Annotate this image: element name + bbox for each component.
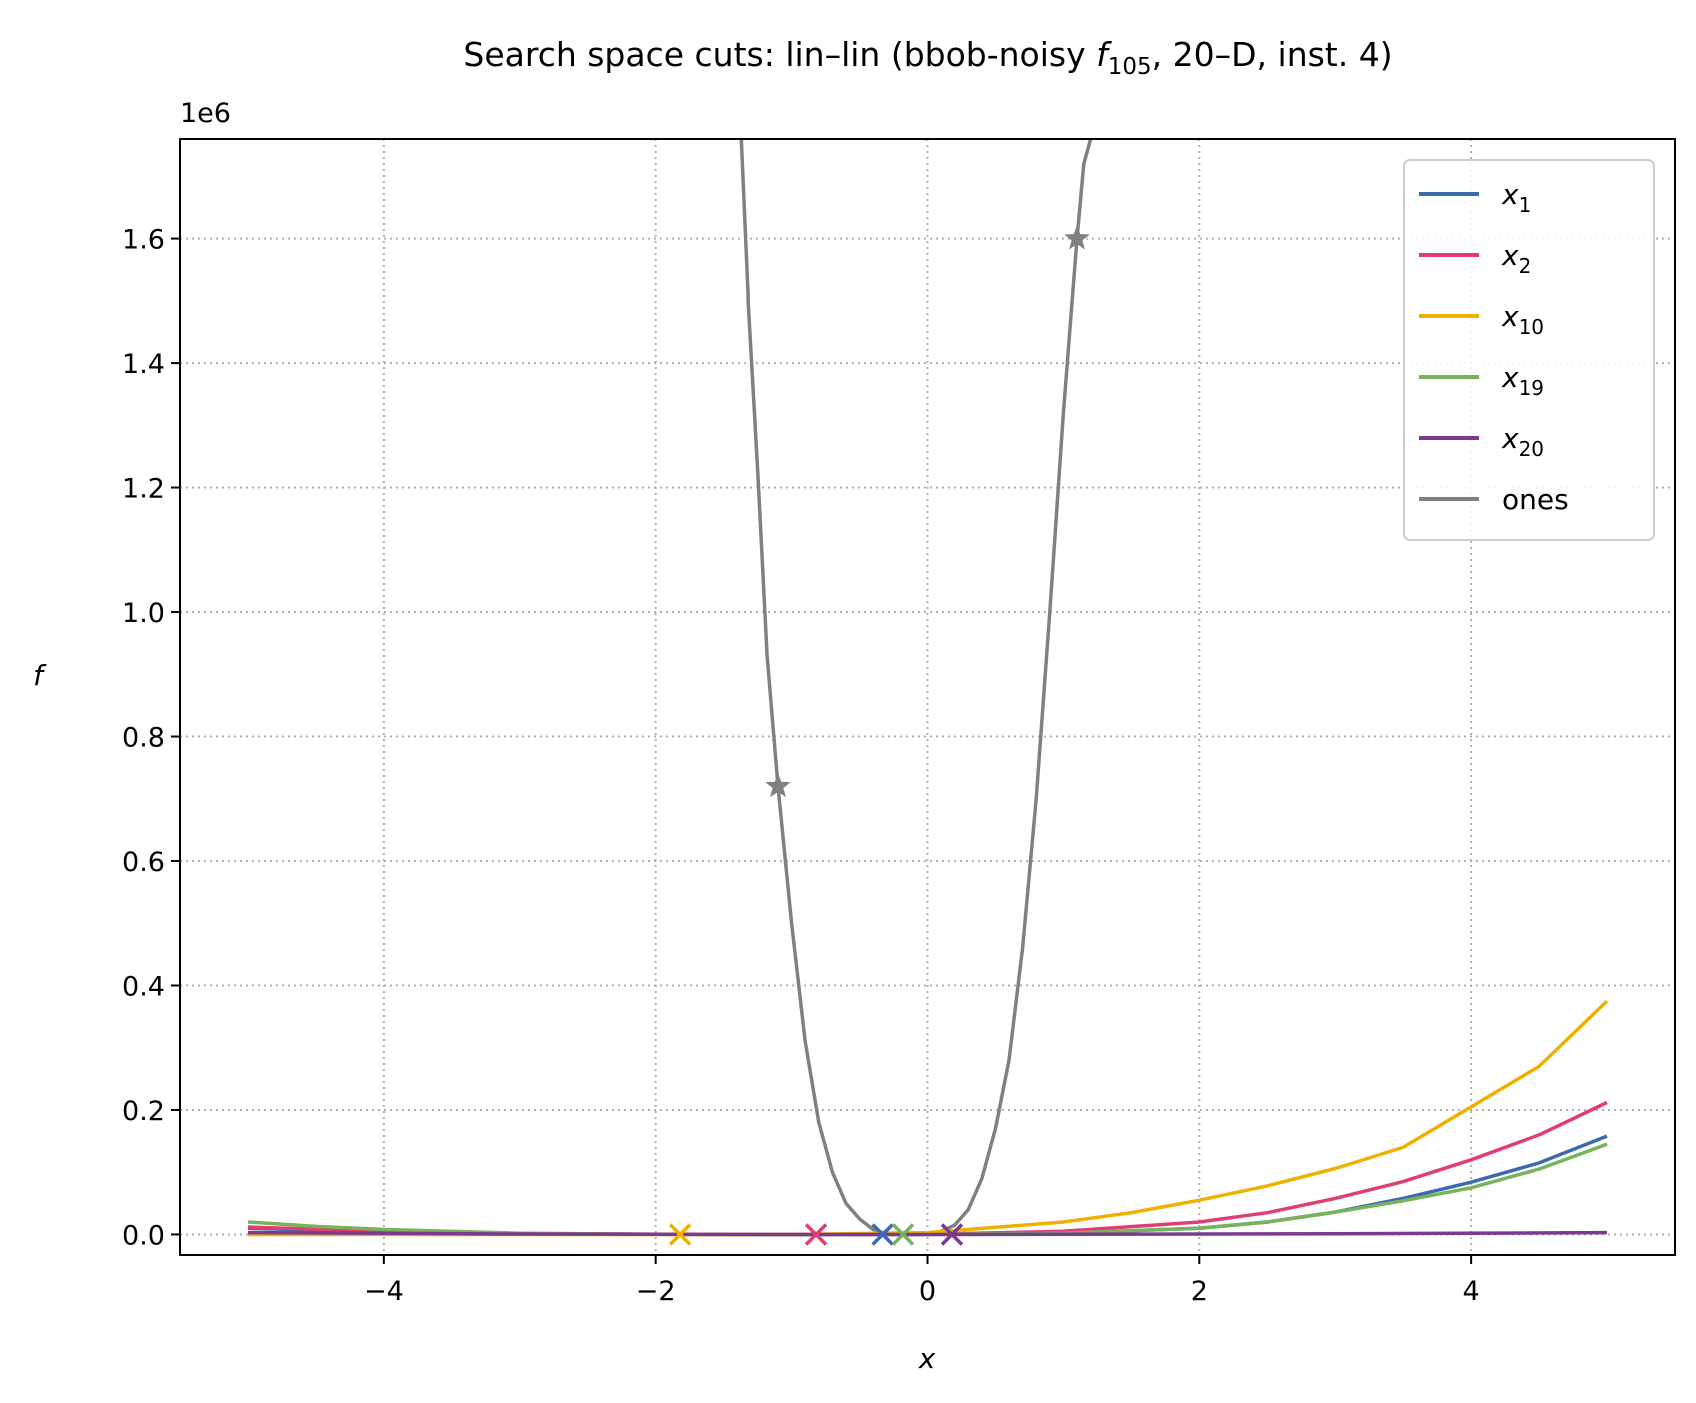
chart-title: Search space cuts: lin–lin (bbob-noisy f… <box>463 35 1392 80</box>
star-marker-ones <box>1064 225 1090 250</box>
y-tick-label: 0.2 <box>122 1096 165 1127</box>
legend-label-ones: ones <box>1502 483 1569 516</box>
optimum-marker-x2 <box>804 1223 828 1246</box>
star-marker-ones <box>765 772 791 798</box>
y-tick-label: 0.4 <box>122 971 165 1002</box>
optimum-marker-x19 <box>891 1223 915 1246</box>
y-tick-label: 0.6 <box>122 847 165 878</box>
x-tick-label: 4 <box>1463 1276 1480 1307</box>
legend-label-x2: x2 <box>1501 239 1531 278</box>
legend: x1 x2 x10 x19 x20 ones <box>1403 159 1655 541</box>
optimum-marker-x1 <box>871 1223 894 1246</box>
grid <box>180 139 1675 1255</box>
legend-label-x1: x1 <box>1501 178 1531 217</box>
y-tick-label: 1.4 <box>122 349 165 380</box>
legend-label-x19: x19 <box>1501 361 1544 400</box>
legend-label-x10: x10 <box>1501 300 1544 339</box>
x-tick-label: −4 <box>364 1276 404 1307</box>
y-tick-label: 0.0 <box>122 1220 165 1251</box>
series-line-x20 <box>247 1230 1608 1237</box>
x-tick-label: 2 <box>1191 1276 1208 1307</box>
x-tick-label: −2 <box>636 1276 676 1307</box>
y-tick-label: 1.2 <box>122 474 165 505</box>
optimum-marker-x10 <box>668 1223 692 1246</box>
x-tick-label: 0 <box>919 1276 936 1307</box>
y-tick-label: 1.6 <box>122 225 165 256</box>
y-tick-label: 1.0 <box>122 598 165 629</box>
x-ticks: −4 −2 0 2 4 <box>364 1255 1480 1307</box>
y-offset-label: 1e6 <box>180 98 231 129</box>
y-tick-label: 0.8 <box>122 723 165 754</box>
optimum-marker-x20 <box>940 1223 964 1246</box>
legend-label-x20: x20 <box>1501 422 1544 461</box>
series-group <box>247 139 1609 1237</box>
plot-area <box>247 139 1609 1246</box>
y-ticks: 0.0 0.2 0.4 0.6 0.8 1.0 1.2 1.4 1.6 <box>122 225 180 1251</box>
x-axis-label: x <box>918 1342 936 1375</box>
